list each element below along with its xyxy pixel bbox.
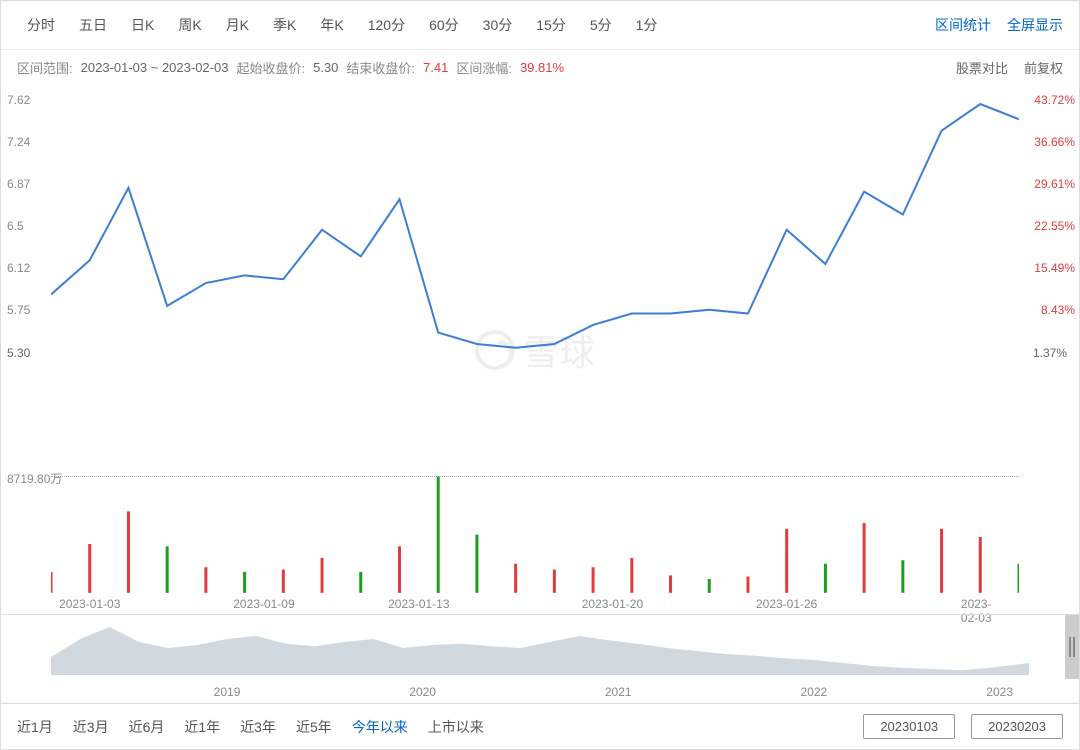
y-axis-right-tick: 36.66% bbox=[1034, 135, 1075, 149]
overview-year-label: 2023 bbox=[986, 685, 1013, 699]
x-axis-date-label: 2023-01-13 bbox=[388, 597, 449, 611]
overview-year-label: 2020 bbox=[409, 685, 436, 699]
period-option[interactable]: 今年以来 bbox=[352, 717, 408, 737]
overview-drag-handle[interactable] bbox=[1065, 615, 1079, 679]
timeframe-tab[interactable]: 60分 bbox=[419, 11, 469, 39]
timeframe-tab[interactable]: 五日 bbox=[69, 11, 117, 39]
timeframe-tab[interactable]: 分时 bbox=[17, 11, 65, 39]
timeframe-tab[interactable]: 月K bbox=[216, 11, 259, 39]
x-axis-date-label: 2023-01-09 bbox=[233, 597, 294, 611]
timeframe-tab[interactable]: 1分 bbox=[626, 11, 668, 39]
overview-year-label: 2019 bbox=[214, 685, 241, 699]
y-axis-left-tick: 5.75 bbox=[7, 303, 30, 317]
overview-timeline[interactable]: 2019 2020 2021 2022 2023 bbox=[1, 614, 1079, 704]
stock-chart-panel: 分时五日日K周K月K季K年K120分60分30分15分5分1分 区间统计 全屏显… bbox=[0, 0, 1080, 750]
range-value: 2023-01-03 ~ 2023-02-03 bbox=[81, 60, 229, 75]
y-axis-baseline: 5.30 bbox=[7, 346, 30, 360]
timeframe-tab[interactable]: 周K bbox=[168, 11, 211, 39]
period-selector-row: 近1月近3月近6月近1年近3年近5年今年以来上市以来 20230103 2023… bbox=[1, 704, 1079, 749]
fullscreen-link[interactable]: 全屏显示 bbox=[1007, 15, 1063, 35]
change-value: 39.81% bbox=[520, 60, 564, 75]
timeframe-tab[interactable]: 季K bbox=[263, 11, 306, 39]
y-axis-left-tick: 6.5 bbox=[7, 219, 24, 233]
timeframe-tab[interactable]: 年K bbox=[310, 11, 353, 39]
main-chart-area[interactable]: 雪球 7.627.246.876.56.125.755.3043.72%36.6… bbox=[1, 85, 1079, 614]
timeframe-tab[interactable]: 30分 bbox=[473, 11, 523, 39]
range-label: 区间范围: bbox=[17, 58, 73, 77]
period-option[interactable]: 近1年 bbox=[184, 717, 220, 737]
y-axis-left-tick: 7.62 bbox=[7, 93, 30, 107]
end-price-label: 结束收盘价: bbox=[346, 58, 415, 77]
y-axis-left-tick: 7.24 bbox=[7, 135, 30, 149]
period-option[interactable]: 近3年 bbox=[240, 717, 276, 737]
overview-year-label: 2021 bbox=[605, 685, 632, 699]
period-option[interactable]: 近5年 bbox=[296, 717, 332, 737]
adjust-link[interactable]: 前复权 bbox=[1024, 58, 1063, 77]
period-option[interactable]: 近3月 bbox=[73, 717, 109, 737]
y-axis-right-tick: 22.55% bbox=[1034, 219, 1075, 233]
start-price-value: 5.30 bbox=[313, 60, 338, 75]
y-axis-left-tick: 6.12 bbox=[7, 261, 30, 275]
x-axis-date-label: 2023-01-26 bbox=[756, 597, 817, 611]
period-option[interactable]: 上市以来 bbox=[428, 717, 484, 737]
timeframe-tab[interactable]: 日K bbox=[121, 11, 164, 39]
y-axis-right-tick: 29.61% bbox=[1034, 177, 1075, 191]
price-line-chart bbox=[51, 85, 1019, 614]
overview-year-label: 2022 bbox=[800, 685, 827, 699]
period-option[interactable]: 近6月 bbox=[129, 717, 165, 737]
change-label: 区间涨幅: bbox=[456, 58, 512, 77]
y-axis-right-tick: 15.49% bbox=[1034, 261, 1075, 275]
end-price-value: 7.41 bbox=[423, 60, 448, 75]
date-to-input[interactable]: 20230203 bbox=[971, 714, 1063, 739]
timeframe-tab[interactable]: 15分 bbox=[526, 11, 576, 39]
x-axis-date-label: 2023-01-03 bbox=[59, 597, 120, 611]
y-axis-right-tick: 8.43% bbox=[1041, 303, 1075, 317]
y-axis-left-tick: 6.87 bbox=[7, 177, 30, 191]
period-option[interactable]: 近1月 bbox=[17, 717, 53, 737]
timeframe-tabs: 分时五日日K周K月K季K年K120分60分30分15分5分1分 区间统计 全屏显… bbox=[1, 1, 1079, 50]
range-info-bar: 区间范围: 2023-01-03 ~ 2023-02-03 起始收盘价: 5.3… bbox=[1, 50, 1079, 85]
overview-area-chart bbox=[51, 615, 1029, 675]
x-axis-date-label: 2023-01-20 bbox=[582, 597, 643, 611]
start-price-label: 起始收盘价: bbox=[236, 58, 305, 77]
date-from-input[interactable]: 20230103 bbox=[863, 714, 955, 739]
timeframe-tab[interactable]: 5分 bbox=[580, 11, 622, 39]
range-stats-link[interactable]: 区间统计 bbox=[935, 15, 991, 35]
y-axis-right-tick: 43.72% bbox=[1034, 93, 1075, 107]
timeframe-tab[interactable]: 120分 bbox=[358, 11, 415, 39]
y-axis-right-baseline: 1.37% bbox=[1033, 346, 1067, 360]
compare-link[interactable]: 股票对比 bbox=[956, 58, 1008, 77]
